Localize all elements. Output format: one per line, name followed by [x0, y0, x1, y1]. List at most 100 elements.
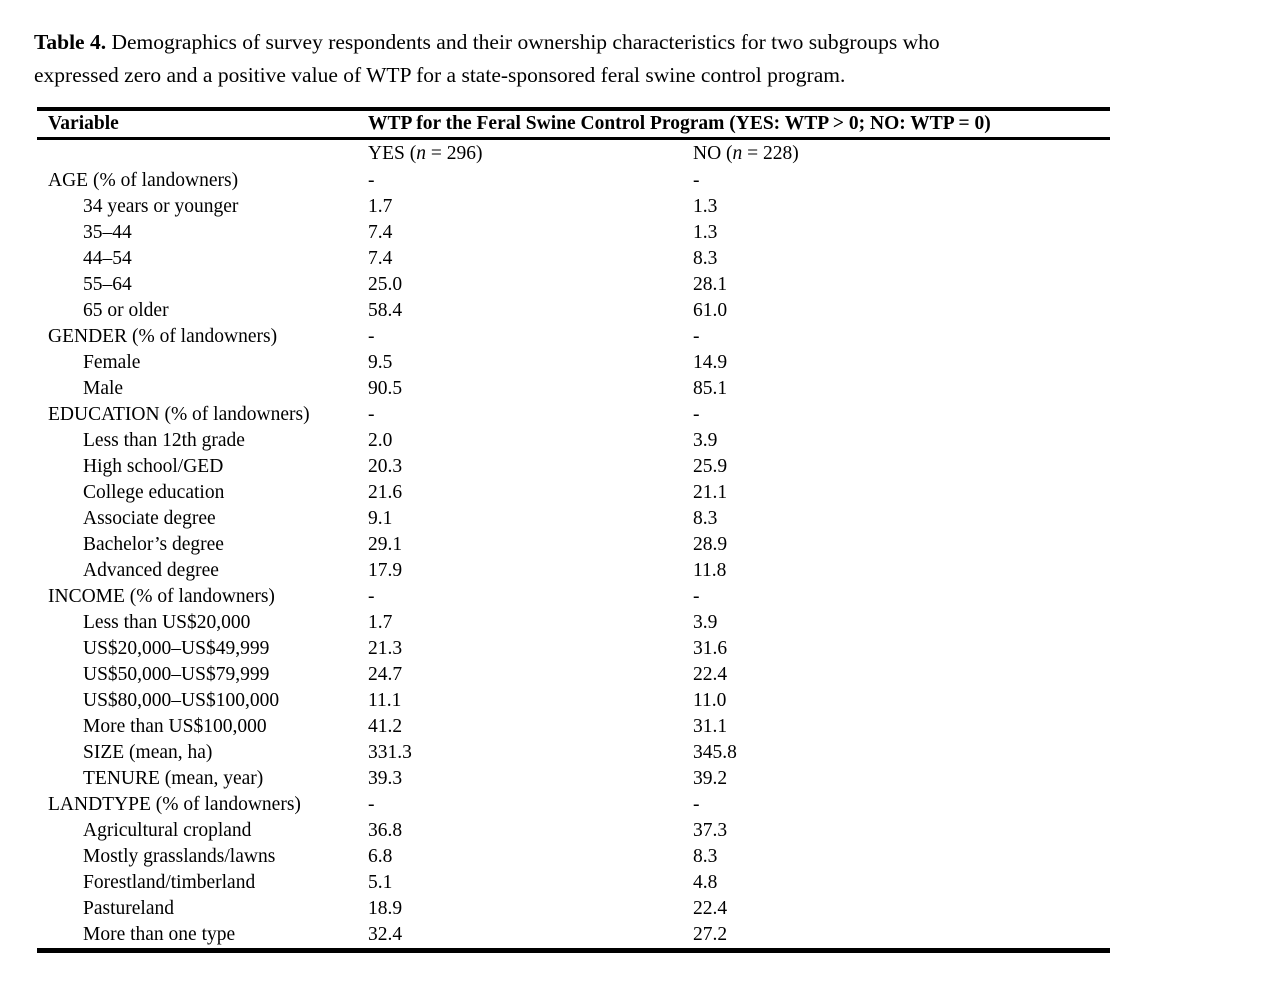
row-value-no: 8.3: [693, 508, 718, 529]
subheader-row: YES (n = 296) NO (n = 228): [37, 139, 1110, 169]
row-label: US$80,000–US$100,000: [83, 690, 280, 711]
row-value-yes: 29.1: [368, 534, 403, 555]
row-value-no: 37.3: [693, 820, 728, 841]
table-row: EDUCATION (% of landowners) - -: [37, 402, 1110, 428]
column-header-variable: Variable: [37, 109, 368, 140]
row-label: Male: [83, 378, 124, 399]
row-value-no: 4.8: [693, 872, 718, 893]
table-row: US$50,000–US$79,999 24.7 22.4: [37, 662, 1110, 688]
table-row: More than US$100,000 41.2 31.1: [37, 714, 1110, 740]
row-value-yes: -: [368, 170, 375, 191]
row-label: EDUCATION (% of landowners): [48, 404, 310, 425]
row-value-yes: 21.6: [368, 482, 403, 503]
table-body: AGE (% of landowners) - - 34 years or yo…: [37, 168, 1110, 951]
row-value-no: 61.0: [693, 300, 728, 321]
table-row: Advanced degree 17.9 11.8: [37, 558, 1110, 584]
row-label: Less than 12th grade: [83, 430, 245, 451]
table-caption: Table 4. Demographics of survey responde…: [34, 26, 1247, 92]
row-value-no: 1.3: [693, 222, 718, 243]
row-label: 65 or older: [83, 300, 169, 321]
row-value-no: 22.4: [693, 664, 728, 685]
row-value-yes: 7.4: [368, 222, 393, 243]
row-value-yes: 331.3: [368, 742, 412, 763]
row-label: College education: [83, 482, 225, 503]
table-row: Less than US$20,000 1.7 3.9: [37, 610, 1110, 636]
row-value-yes: 18.9: [368, 898, 403, 919]
row-value-yes: 7.4: [368, 248, 393, 269]
row-value-yes: 9.5: [368, 352, 393, 373]
row-value-no: -: [693, 794, 700, 815]
subheader-no-post: = 228): [742, 143, 799, 164]
row-label: Bachelor’s degree: [83, 534, 224, 555]
header-row: Variable WTP for the Feral Swine Control…: [37, 109, 1111, 140]
row-label: GENDER (% of landowners): [48, 326, 278, 347]
table-row: Forestland/timberland 5.1 4.8: [37, 870, 1110, 896]
row-label: Associate degree: [83, 508, 216, 529]
row-value-no: 39.2: [693, 768, 728, 789]
row-value-yes: -: [368, 794, 375, 815]
table-row: College education 21.6 21.1: [37, 480, 1110, 506]
row-label: INCOME (% of landowners): [48, 586, 275, 607]
table-row: Male 90.5 85.1: [37, 376, 1110, 402]
subheader-no-n: n: [732, 143, 743, 164]
row-value-no: 31.1: [693, 716, 728, 737]
row-value-yes: 24.7: [368, 664, 403, 685]
table-row: Less than 12th grade 2.0 3.9: [37, 428, 1110, 454]
table-row: High school/GED 20.3 25.9: [37, 454, 1110, 480]
subheader-yes: YES (n = 296): [368, 139, 693, 169]
table-row: GENDER (% of landowners) - -: [37, 324, 1110, 350]
row-value-no: 28.1: [693, 274, 728, 295]
row-value-yes: 58.4: [368, 300, 403, 321]
row-value-yes: 1.7: [368, 612, 393, 633]
table-caption-label: Table 4.: [34, 30, 107, 54]
row-value-no: 1.3: [693, 196, 718, 217]
subheader-yes-n: n: [416, 143, 426, 164]
row-value-yes: 9.1: [368, 508, 393, 529]
row-value-yes: 25.0: [368, 274, 403, 295]
row-label: More than one type: [83, 924, 236, 945]
row-value-no: -: [693, 170, 700, 191]
row-label: LANDTYPE (% of landowners): [48, 794, 301, 815]
row-value-yes: 20.3: [368, 456, 403, 477]
row-label: Forestland/timberland: [83, 872, 256, 893]
table-row: Pastureland 18.9 22.4: [37, 896, 1110, 922]
row-label: Less than US$20,000: [83, 612, 251, 633]
row-value-no: -: [693, 326, 700, 347]
row-value-no: 85.1: [693, 378, 728, 399]
subheader-yes-pre: YES (: [368, 143, 417, 164]
row-value-no: 28.9: [693, 534, 728, 555]
row-value-no: -: [693, 404, 700, 425]
row-value-no: 31.6: [693, 638, 728, 659]
table-row: Bachelor’s degree 29.1 28.9: [37, 532, 1110, 558]
row-value-no: 3.9: [693, 612, 718, 633]
column-header-wtp: WTP for the Feral Swine Control Program …: [368, 109, 1111, 140]
row-label: TENURE (mean, year): [83, 768, 264, 789]
table-row: 35–44 7.4 1.3: [37, 220, 1110, 246]
row-value-yes: -: [368, 586, 375, 607]
table-caption-line1: Table 4. Demographics of survey responde…: [34, 26, 1247, 59]
row-label: Advanced degree: [83, 560, 219, 581]
subheader-no: NO (n = 228): [693, 139, 1110, 169]
table-caption-line2: expressed zero and a positive value of W…: [34, 63, 846, 87]
row-value-no: 345.8: [693, 742, 737, 763]
row-label: More than US$100,000: [83, 716, 267, 737]
row-value-yes: -: [368, 404, 375, 425]
row-value-yes: -: [368, 326, 375, 347]
row-value-yes: 36.8: [368, 820, 403, 841]
table-row: Female 9.5 14.9: [37, 350, 1110, 376]
table-row: US$20,000–US$49,999 21.3 31.6: [37, 636, 1110, 662]
row-value-yes: 2.0: [368, 430, 393, 451]
demographics-table: Variable WTP for the Feral Swine Control…: [37, 107, 1111, 953]
subheader-empty-cell: [37, 139, 368, 169]
row-value-yes: 17.9: [368, 560, 403, 581]
row-value-no: 27.2: [693, 924, 728, 945]
table-row: US$80,000–US$100,000 11.1 11.0: [37, 688, 1110, 714]
row-label: Mostly grasslands/lawns: [83, 846, 276, 867]
row-value-no: 11.8: [693, 560, 727, 581]
row-value-no: 22.4: [693, 898, 728, 919]
table-row: 65 or older 58.4 61.0: [37, 298, 1110, 324]
row-value-yes: 39.3: [368, 768, 403, 789]
row-label: 34 years or younger: [83, 196, 239, 217]
row-label: Pastureland: [83, 898, 174, 919]
